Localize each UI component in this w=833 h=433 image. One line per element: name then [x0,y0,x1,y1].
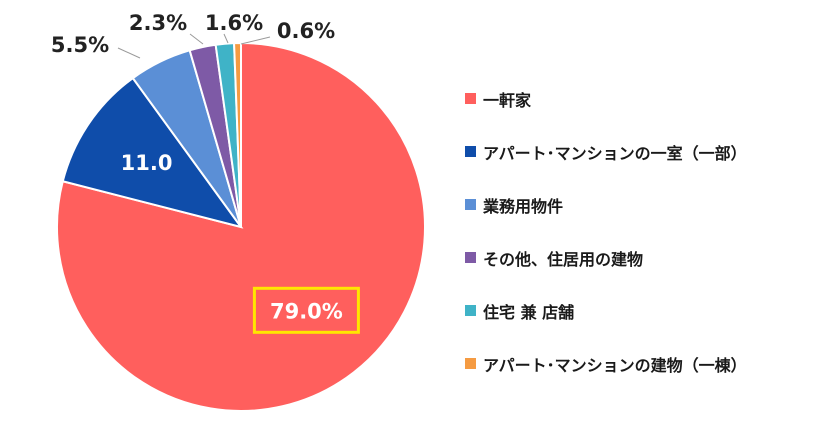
legend-swatch [465,199,476,210]
legend-item-apartment-unit: アパート･マンションの一室（一部） [465,125,825,178]
legend-label: 業務用物件 [483,196,564,216]
legend-item-commercial-property: 業務用物件 [465,178,825,231]
legend-swatch [465,93,476,104]
legend-label: その他、住居用の建物 [483,249,644,269]
legend-label: アパート･マンションの一室（一部） [483,143,747,163]
data-label-detached-house: 79.0% [270,299,343,323]
highlight-box [252,286,360,334]
leader-line [117,47,141,59]
legend-swatch [465,305,476,316]
data-labels: 79.0% 11.0 5.5% 2.3% 1.6% 0.6% [51,11,360,334]
pie-slices [56,41,426,412]
legend-label: 住宅 兼 店舗 [483,302,575,322]
leader-line [223,33,229,44]
label-leader-lines [117,33,271,59]
data-label-other-residential: 2.3% [129,11,187,35]
legend-item-apartment-building: アパート･マンションの建物（一棟） [465,337,825,390]
pie-slice-apartment-unit [61,76,244,229]
data-label-commercial-property: 5.5% [51,33,109,57]
legend-item-house-with-shop: 住宅 兼 店舗 [465,284,825,337]
legend-label: アパート･マンションの建物（一棟） [483,355,747,375]
leader-line [240,36,271,45]
legend: 一軒家 アパート･マンションの一室（一部） 業務用物件 その他、住居用の建物 住… [465,72,825,390]
legend-item-detached-house: 一軒家 [465,72,825,125]
legend-swatch [465,252,476,263]
data-label-apartment-building: 0.6% [277,19,335,43]
legend-swatch [465,146,476,157]
legend-label: 一軒家 [483,90,532,110]
legend-item-other-residential: その他、住居用の建物 [465,231,825,284]
leader-line [189,33,204,45]
data-label-apartment-unit: 11.0 [121,151,173,175]
pie-slice-apartment-building [233,41,242,228]
data-label-house-with-shop: 1.6% [205,11,263,35]
legend-swatch [465,358,476,369]
pie-slice-detached-house [56,41,426,412]
